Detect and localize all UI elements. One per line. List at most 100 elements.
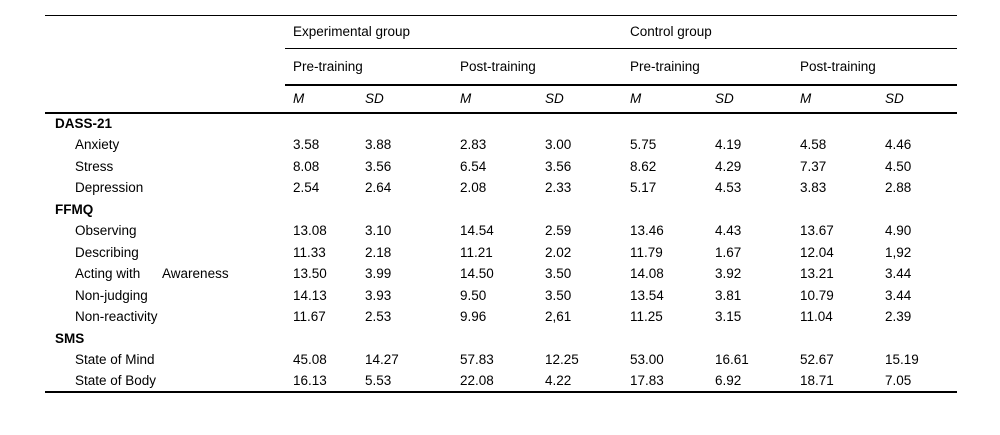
value-cell: 2.64 [365, 180, 392, 195]
value-cell: 2,61 [545, 309, 572, 324]
value-cell: 10.79 [800, 287, 834, 303]
value-cell: 2.83 [460, 137, 487, 152]
value-cell: 2.59 [545, 223, 572, 238]
value-cell: 3.99 [365, 266, 392, 281]
value-cell: 3.50 [545, 287, 572, 303]
value-cell: 3.56 [365, 158, 392, 174]
value-cell: 3.44 [885, 266, 912, 281]
row-label: Stress [75, 158, 114, 174]
section-label: DASS-21 [55, 116, 113, 131]
value-cell: 4.53 [715, 180, 742, 195]
phase-header-exp-post: Post-training [452, 48, 623, 86]
value-cell: 3.15 [715, 309, 742, 324]
group-header-control: Control group [622, 15, 958, 49]
value-cell: 13.50 [293, 266, 327, 281]
descriptive-statistics-table: Experimental group Control group Pre-tra… [45, 15, 958, 393]
stat-header-m: M [452, 84, 537, 114]
stat-header-row: M SD M SD M SD M SD [45, 84, 958, 114]
value-cell: 14.54 [460, 223, 494, 238]
phase-header-row: Pre-training Post-training Pre-training … [45, 48, 958, 86]
table-row: Describing 11.33 2.18 11.21 2.02 11.79 1.67 12.… [45, 242, 957, 264]
stat-header-sd: SD [707, 84, 793, 114]
value-cell: 53.00 [630, 352, 664, 367]
stub-cell [45, 84, 285, 114]
value-cell: 5.53 [365, 373, 392, 388]
table-row: Non-reactivity 11.67 2.53 9.96 2,61 11.25 3.15… [45, 306, 957, 328]
value-cell: 3.56 [545, 158, 572, 174]
row-label: State of Mind [75, 352, 155, 367]
value-cell: 6.54 [460, 158, 487, 174]
row-label: State of Body [75, 373, 157, 388]
value-cell: 3.10 [365, 223, 392, 238]
value-cell: 2.88 [885, 180, 912, 195]
row-label: Depression [75, 180, 144, 195]
value-cell: 1,92 [885, 244, 912, 260]
value-cell: 7.05 [885, 373, 912, 388]
stat-header-sd: SD [877, 84, 958, 114]
value-cell: 3.93 [365, 287, 392, 303]
value-cell: 8.62 [630, 158, 657, 174]
value-cell: 4.29 [715, 158, 742, 174]
stat-header-m: M [792, 84, 878, 114]
section-label: SMS [55, 330, 85, 346]
value-cell: 4.43 [715, 223, 742, 238]
value-cell: 3.83 [800, 180, 827, 195]
table-row: Stress 8.08 3.56 6.54 3.56 8.62 4.29 7.37 4.50 [45, 156, 957, 178]
value-cell: 2.39 [885, 309, 912, 324]
stub-cell [45, 16, 285, 49]
table-body: DASS-21 Anxiety 3.58 3.88 2.83 3.00 5.75 4.19 4.… [45, 113, 957, 393]
value-cell: 7.37 [800, 158, 827, 174]
value-cell: 3.44 [885, 287, 912, 303]
section-row: FFMQ [45, 199, 957, 221]
stat-header-m: M [285, 84, 357, 114]
value-cell: 13.08 [293, 223, 327, 238]
value-cell: 11.21 [460, 244, 493, 260]
row-label: Observing [75, 223, 137, 238]
value-cell: 13.46 [630, 223, 664, 238]
value-cell: 15.19 [885, 352, 919, 367]
stat-header-sd: SD [357, 84, 452, 114]
value-cell: 4.90 [885, 223, 912, 238]
value-cell: 9.50 [460, 287, 487, 303]
table-row: State of Mind 45.08 14.27 57.83 12.25 53.00 16… [45, 349, 957, 371]
value-cell: 22.08 [460, 373, 494, 388]
value-cell: 3.50 [545, 266, 572, 281]
table-row: Depression 2.54 2.64 2.08 2.33 5.17 4.53 3.83 2.… [45, 177, 957, 199]
value-cell: 3.88 [365, 137, 392, 152]
section-row: SMS [45, 328, 957, 350]
phase-header-exp-pre: Pre-training [285, 48, 452, 86]
value-cell: 4.58 [800, 137, 827, 152]
row-label: Non-reactivity [75, 309, 158, 324]
group-header-experimental: Experimental group [285, 15, 623, 49]
value-cell: 3.92 [715, 266, 742, 281]
value-cell: 52.67 [800, 352, 834, 367]
group-header-row: Experimental group Control group [45, 15, 958, 49]
row-label: Non-judging [75, 287, 148, 303]
row-label: Acting with Awareness [75, 266, 229, 281]
table-row: State of Body 16.13 5.53 22.08 4.22 17.83 6.92… [45, 371, 957, 393]
value-cell: 2.54 [293, 180, 320, 195]
value-cell: 11.67 [293, 309, 326, 324]
value-cell: 2.02 [545, 244, 572, 260]
table-row: Acting with Awareness 13.50 3.99 14.50 3.50 1… [45, 263, 957, 285]
value-cell: 3.00 [545, 137, 572, 152]
phase-header-ctrl-post: Post-training [792, 48, 958, 86]
value-cell: 13.21 [800, 266, 834, 281]
value-cell: 4.46 [885, 137, 912, 152]
value-cell: 2.33 [545, 180, 572, 195]
value-cell: 3.81 [715, 287, 742, 303]
table-row: Non-judging 14.13 3.93 9.50 3.50 13.54 3.81 10.… [45, 285, 957, 307]
stat-header-sd: SD [537, 84, 623, 114]
value-cell: 12.25 [545, 352, 579, 367]
value-cell: 16.13 [293, 373, 327, 388]
value-cell: 2.08 [460, 180, 487, 195]
stub-cell [45, 49, 285, 85]
value-cell: 14.13 [293, 287, 327, 303]
value-cell: 5.75 [630, 137, 657, 152]
value-cell: 9.96 [460, 309, 487, 324]
row-label: Anxiety [75, 137, 120, 152]
value-cell: 16.61 [715, 352, 749, 367]
value-cell: 6.92 [715, 373, 742, 388]
value-cell: 14.08 [630, 266, 664, 281]
